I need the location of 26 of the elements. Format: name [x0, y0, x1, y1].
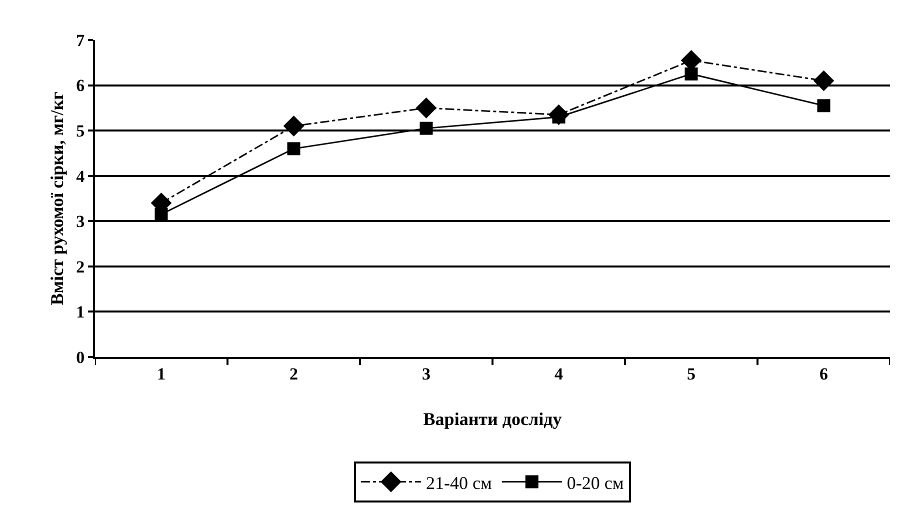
x-axis-title: Варіанти досліду	[423, 409, 562, 429]
point	[283, 116, 304, 136]
point	[817, 99, 830, 112]
x-tick-label: 6	[820, 364, 828, 384]
y-tick-label: 3	[76, 212, 85, 232]
y-tick-label: 4	[76, 166, 86, 186]
point	[813, 70, 834, 92]
x-tick-label: 2	[290, 364, 298, 384]
x-tick-label: 3	[422, 364, 430, 384]
legend-label: 21-40 см	[426, 472, 492, 493]
point	[420, 122, 433, 135]
x-tick-label: 4	[554, 364, 564, 384]
y-tick-label: 1	[76, 302, 85, 322]
y-tick-label: 5	[76, 122, 85, 141]
y-tick-label: 6	[76, 76, 85, 96]
y-tick-label: 7	[76, 30, 86, 50]
point	[287, 142, 300, 156]
point	[684, 67, 698, 80]
x-tick-label: 1	[157, 364, 166, 384]
legend-label: 0-20 см	[566, 472, 624, 493]
point	[416, 98, 437, 118]
x-tick-label: 5	[687, 364, 696, 384]
point	[548, 104, 570, 126]
y-axis-title: Вміст рухомої сірки, мг/кг	[46, 92, 67, 306]
y-tick-label: 2	[76, 257, 85, 276]
y-tick-label: 0	[76, 348, 85, 367]
